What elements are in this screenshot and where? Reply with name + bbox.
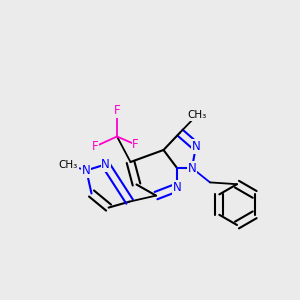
Text: N: N: [172, 181, 182, 194]
Text: CH₃: CH₃: [187, 110, 206, 121]
Text: N: N: [191, 140, 200, 153]
Text: CH₃: CH₃: [59, 160, 78, 170]
Text: F: F: [132, 138, 139, 151]
Text: N: N: [82, 164, 91, 177]
Text: F: F: [92, 140, 99, 153]
Text: N: N: [188, 161, 196, 175]
Text: N: N: [101, 158, 110, 171]
Text: F: F: [114, 104, 120, 118]
